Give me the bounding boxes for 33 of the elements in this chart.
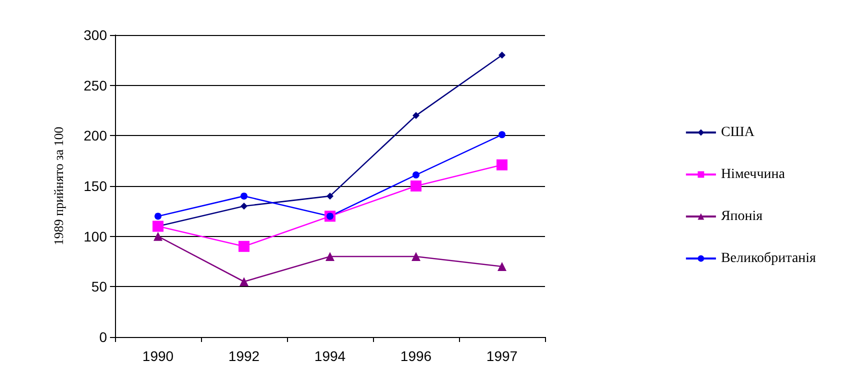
point (412, 112, 420, 120)
point (326, 192, 334, 200)
x-tick-label: 1997 (486, 348, 518, 364)
legend-label: США (720, 125, 756, 140)
y-tick-label: 150 (84, 178, 108, 194)
x-tick-label: 1994 (314, 348, 346, 364)
point (412, 252, 420, 261)
y-tick-label: 50 (91, 278, 108, 295)
x-tick-label: 1992 (228, 348, 260, 364)
legend-label: Великобританія (720, 251, 817, 266)
y-tick-label: 100 (84, 228, 108, 244)
x-tick-label: 1990 (142, 348, 174, 364)
point (240, 202, 248, 210)
point (498, 131, 506, 138)
point (154, 212, 162, 220)
point (498, 262, 506, 272)
y-tick-label: 300 (84, 27, 108, 43)
point (412, 171, 420, 178)
point (154, 232, 162, 241)
point (238, 240, 250, 252)
point (240, 277, 248, 286)
point (496, 159, 508, 170)
legend-label: Японія (720, 209, 764, 224)
x-tick-label: 1996 (400, 348, 432, 364)
y-axis-title: 1989 прийнято за 100 (51, 126, 66, 246)
point (410, 180, 422, 192)
point (498, 52, 506, 59)
legend-label: Німеччина (720, 167, 786, 182)
y-tick-label: 200 (84, 128, 108, 144)
y-tick-label: 250 (84, 77, 108, 94)
point (326, 252, 334, 261)
point (240, 192, 248, 200)
y-tick-label: 0 (99, 329, 108, 345)
